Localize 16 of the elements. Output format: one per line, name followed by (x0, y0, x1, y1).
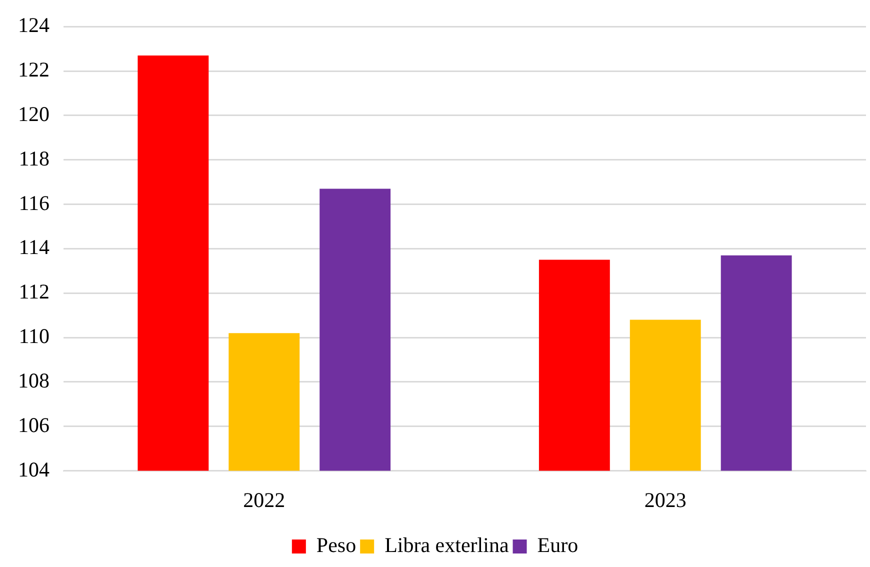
x-tick-label: 2023 (644, 488, 686, 512)
y-tick-label: 122 (18, 58, 50, 82)
y-tick-label: 110 (18, 324, 50, 348)
y-tick-label: 104 (18, 457, 50, 482)
y-tick-label: 114 (18, 235, 50, 260)
y-tick-label: 120 (18, 102, 50, 126)
x-tick-label: 2022 (243, 488, 286, 512)
y-tick-label: 124 (18, 13, 50, 38)
y-tick-label: 112 (18, 280, 50, 304)
legend-label: Libra exterlina (384, 533, 510, 558)
y-tick-label: 118 (18, 146, 50, 170)
y-tick-label: 108 (18, 368, 50, 392)
legend-label: Peso (316, 533, 356, 558)
legend-label: Euro (537, 533, 578, 558)
y-tick-label: 116 (18, 190, 50, 215)
y-tick-label: 106 (18, 412, 50, 437)
